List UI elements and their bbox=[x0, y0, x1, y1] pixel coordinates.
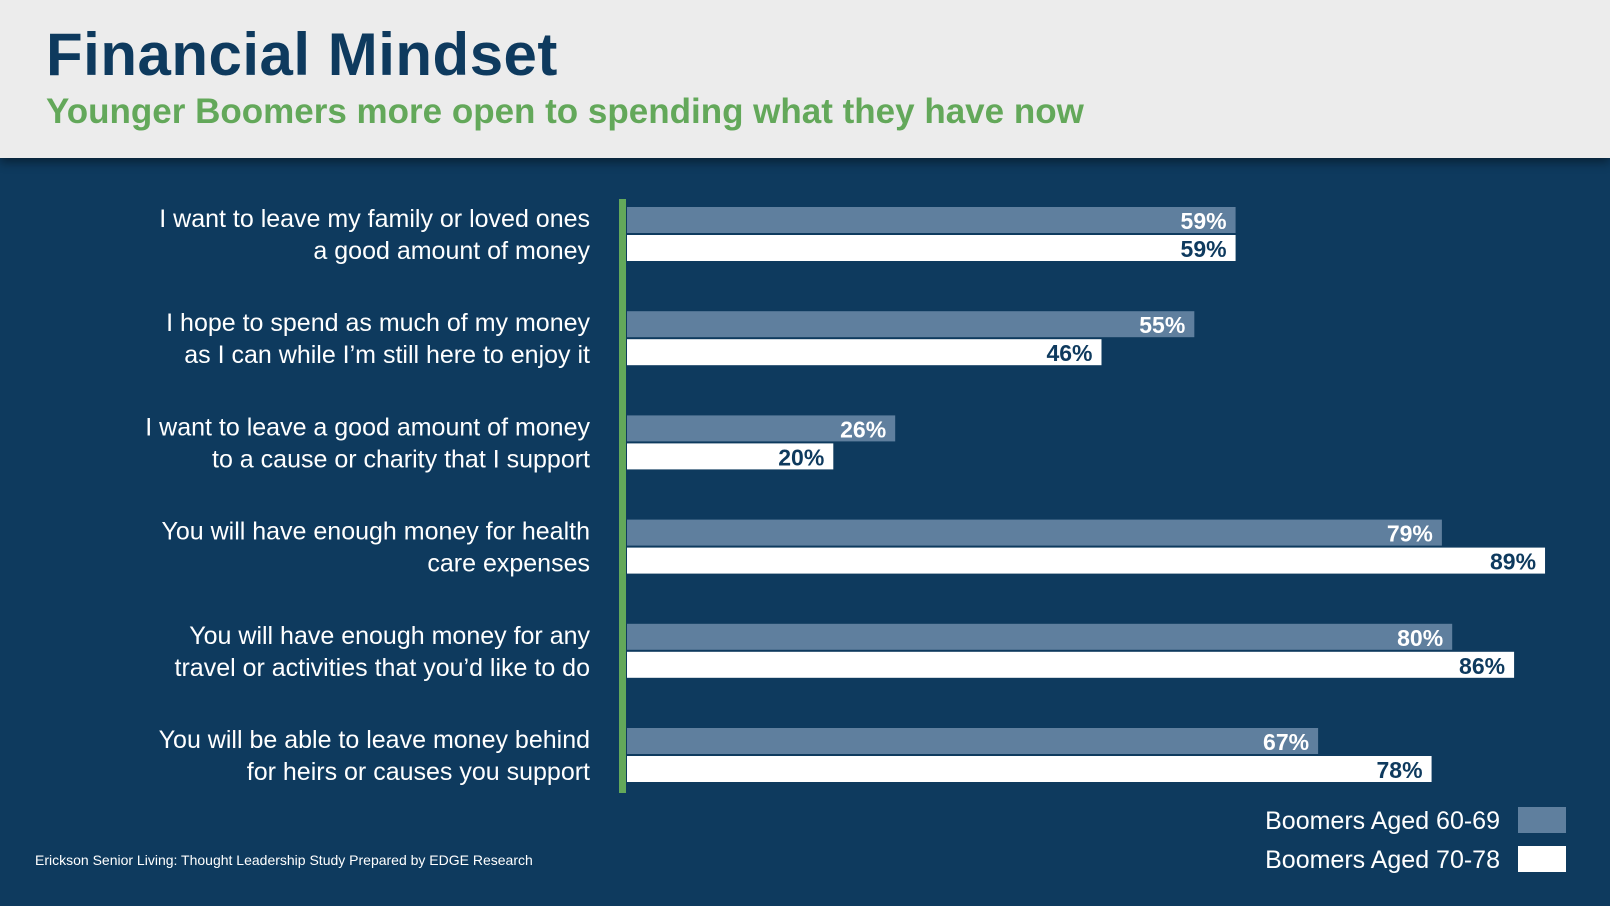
value-labels: 59%59% 55% 46% 26% 20% 79% 89% 80% 86% 67% 78% bbox=[778, 208, 1536, 783]
category-label-line: as I can while I’m still here to enjoy i… bbox=[184, 341, 590, 369]
data-label: 67% bbox=[1263, 729, 1309, 755]
data-label: 79% bbox=[1387, 521, 1433, 547]
category-label: You will have enough money for any travel… bbox=[175, 622, 591, 682]
category-label-line: travel or activities that you’d like to … bbox=[175, 654, 590, 682]
bar-aged-70-78 bbox=[627, 235, 1236, 261]
category-label-line: a good amount of money bbox=[313, 237, 590, 265]
bar-aged-70-78 bbox=[627, 651, 1515, 678]
data-label: 89% bbox=[1490, 549, 1536, 575]
bar-aged-60-69 bbox=[627, 519, 1442, 546]
legend: Boomers Aged 60-69 Boomers Aged 70-78 bbox=[1265, 807, 1566, 874]
data-label: 20% bbox=[778, 444, 824, 470]
legend-swatch bbox=[1518, 846, 1566, 872]
bar-aged-70-78 bbox=[627, 547, 1546, 574]
category-label-line: You will have enough money for health bbox=[161, 518, 590, 546]
legend-swatch bbox=[1518, 807, 1566, 833]
category-label-line: You will have enough money for any bbox=[189, 622, 590, 650]
bar-aged-60-69 bbox=[627, 311, 1195, 338]
category-label: I hope to spend as much of my money as I … bbox=[166, 309, 590, 369]
data-label: 26% bbox=[840, 416, 886, 442]
source-note: Erickson Senior Living: Thought Leadersh… bbox=[35, 852, 533, 868]
category-label-line: to a cause or charity that I support bbox=[212, 445, 590, 473]
data-label: 80% bbox=[1397, 625, 1443, 651]
bar-aged-60-69 bbox=[627, 623, 1453, 650]
vertical-axis-line bbox=[619, 199, 626, 793]
page-subtitle: Younger Boomers more open to spending wh… bbox=[46, 92, 1084, 131]
category-label-line: care expenses bbox=[427, 550, 590, 578]
header: Financial Mindset Younger Boomers more o… bbox=[0, 0, 1610, 158]
data-label: 46% bbox=[1046, 340, 1092, 366]
category-label: You will be able to leave money behind fo… bbox=[159, 726, 590, 786]
category-label-line: for heirs or causes you support bbox=[247, 758, 590, 786]
category-label: You will have enough money for health car… bbox=[161, 518, 590, 578]
legend-label: Boomers Aged 60-69 bbox=[1265, 807, 1500, 835]
data-label: 59% bbox=[1181, 208, 1227, 234]
bar-aged-60-69 bbox=[627, 207, 1236, 233]
bars bbox=[627, 207, 1546, 782]
bar-aged-70-78 bbox=[627, 756, 1432, 782]
data-label: 59% bbox=[1181, 236, 1227, 262]
page-title: Financial Mindset bbox=[46, 21, 558, 88]
data-label: 78% bbox=[1377, 757, 1423, 783]
category-label-line: I want to leave my family or loved ones bbox=[159, 205, 590, 233]
bar-aged-70-78 bbox=[627, 339, 1102, 366]
category-label-line: You will be able to leave money behind bbox=[159, 726, 590, 754]
legend-label: Boomers Aged 70-78 bbox=[1265, 846, 1500, 874]
bar-aged-60-69 bbox=[627, 728, 1319, 754]
category-label-line: I want to leave a good amount of money bbox=[145, 413, 590, 441]
category-label-line: I hope to spend as much of my money bbox=[166, 309, 590, 337]
category-label: I want to leave my family or loved ones a… bbox=[159, 205, 590, 265]
bar-aged-60-69 bbox=[627, 415, 896, 442]
category-labels: I want to leave my family or loved ones a… bbox=[145, 205, 590, 786]
category-label: I want to leave a good amount of money to… bbox=[145, 413, 590, 473]
bar-aged-70-78 bbox=[627, 443, 834, 470]
data-label: 55% bbox=[1139, 312, 1185, 338]
data-label: 86% bbox=[1459, 653, 1505, 679]
